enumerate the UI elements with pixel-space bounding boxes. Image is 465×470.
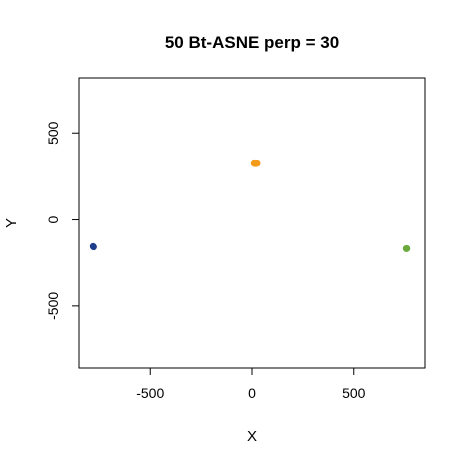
plot-box [78,77,426,369]
chart-title: 50 Bt-ASNE perp = 30 [165,33,339,52]
x-tick-label: 0 [248,385,256,401]
data-point-cluster-3 [403,245,411,252]
x-tick-label: 500 [342,385,366,401]
x-tick-label: -500 [136,385,164,401]
x-axis: -500 0 500 [136,367,366,401]
y-axis: -500 0 500 [45,121,80,320]
y-tick-label: -500 [45,292,61,320]
y-axis-label: Y [3,218,20,228]
x-axis-label: X [247,428,257,445]
y-tick-label: 0 [45,215,61,223]
data-point-cluster-2 [252,160,259,167]
data-point-cluster-1 [90,243,97,250]
points-layer [89,159,411,252]
y-tick-label: 500 [45,121,61,145]
